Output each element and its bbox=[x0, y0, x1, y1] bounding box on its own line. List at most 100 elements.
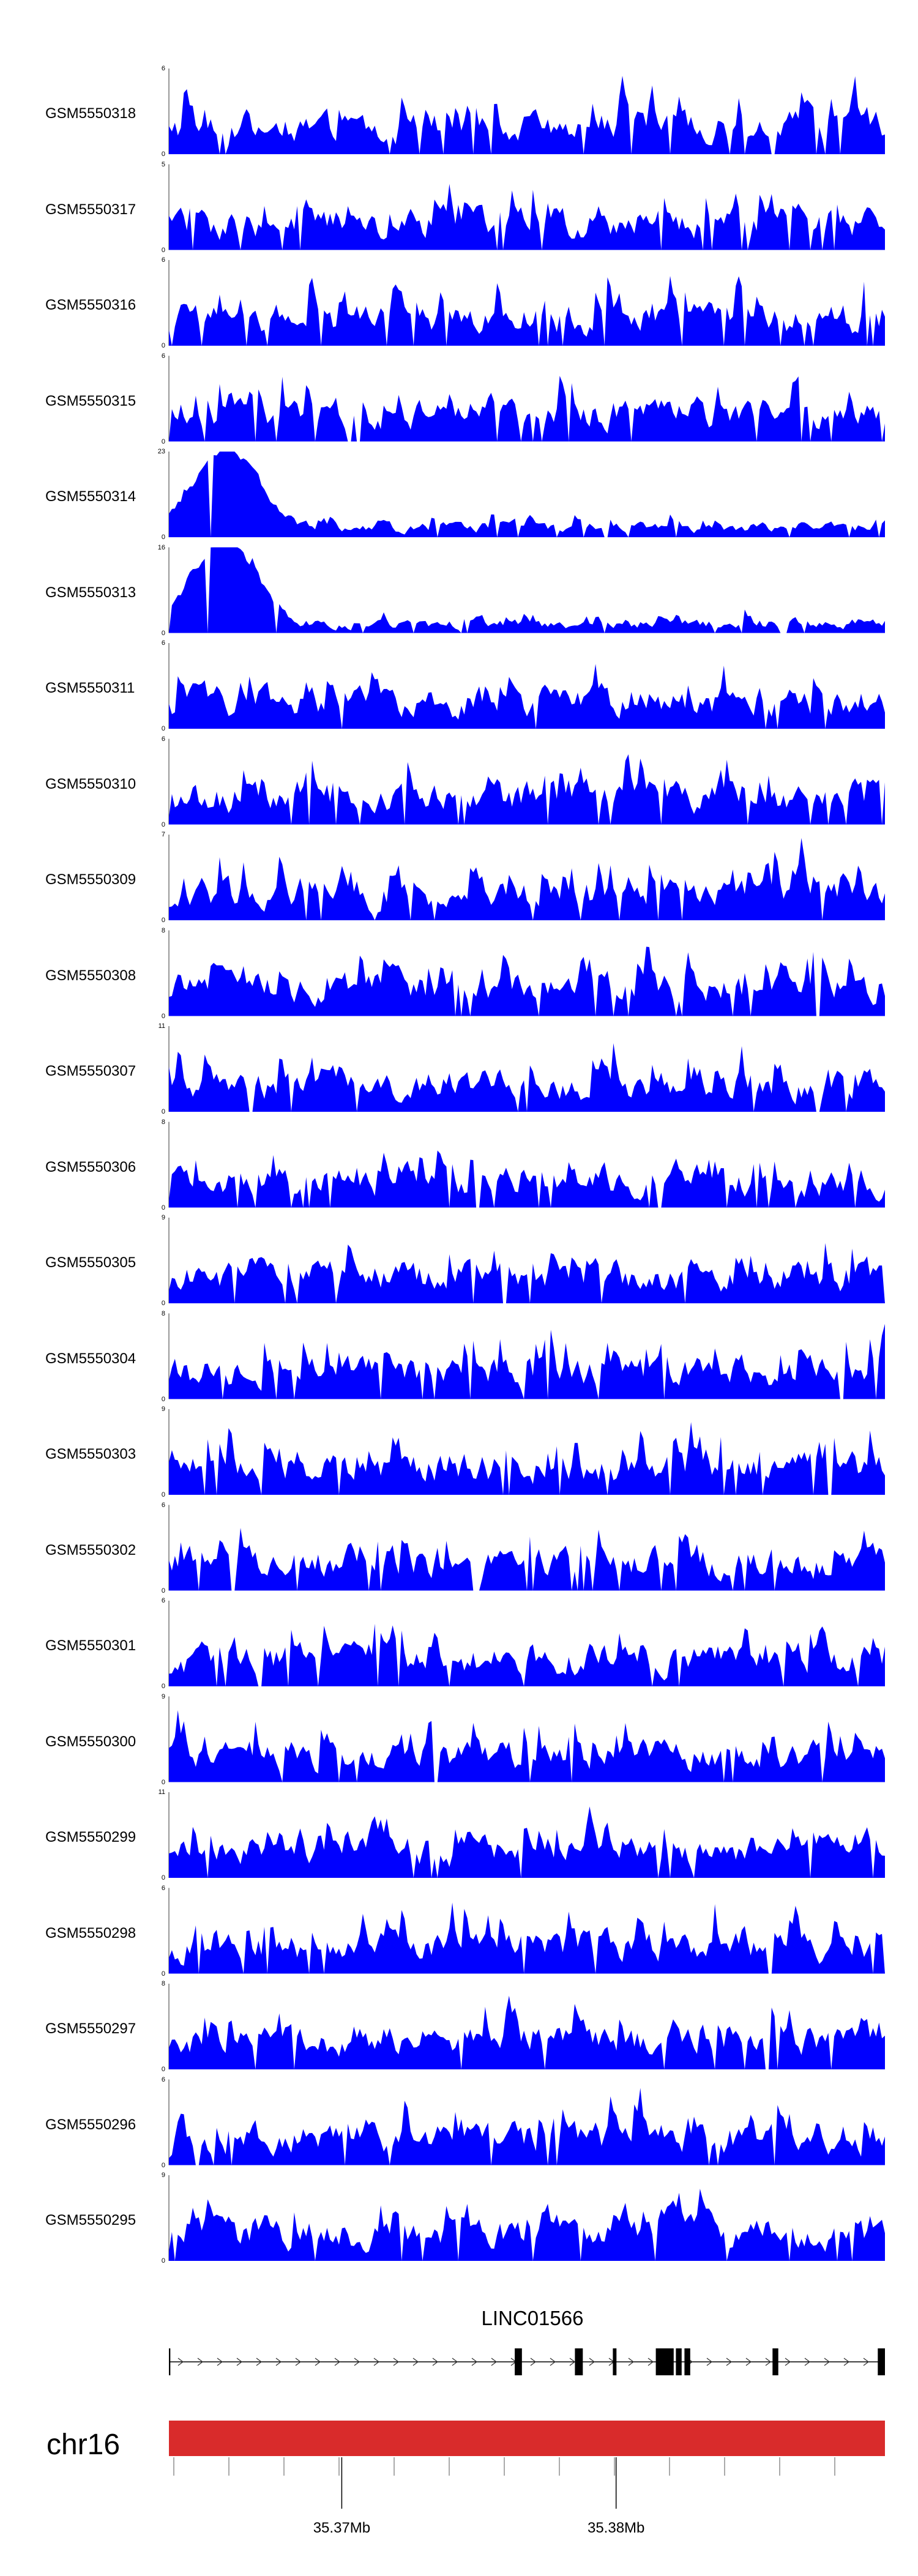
track-label: GSM5550301 bbox=[45, 1637, 136, 1655]
coverage-area bbox=[169, 1995, 885, 2069]
coverage-area bbox=[169, 75, 885, 155]
y-axis-zero-label: 0 bbox=[161, 534, 165, 541]
track-label: GSM5550305 bbox=[45, 1254, 136, 1271]
y-axis-zero-label: 0 bbox=[161, 1874, 165, 1882]
strand-arrow-icon bbox=[628, 2358, 635, 2366]
y-axis-max-label: 6 bbox=[161, 352, 165, 360]
track-label: GSM5550306 bbox=[45, 1158, 136, 1175]
coverage-area bbox=[169, 2189, 885, 2261]
track-label: GSM5550315 bbox=[45, 392, 136, 409]
chromosome-band bbox=[169, 2421, 885, 2456]
y-axis-max-label: 5 bbox=[161, 160, 165, 168]
y-axis-zero-label: 0 bbox=[161, 917, 165, 924]
track-label: GSM5550316 bbox=[45, 297, 136, 314]
y-axis-max-label: 11 bbox=[158, 1022, 165, 1030]
strand-arrow-icon bbox=[569, 2358, 576, 2366]
track-label: GSM5550317 bbox=[45, 201, 136, 218]
coverage-area bbox=[169, 2088, 885, 2165]
strand-arrow-icon bbox=[334, 2358, 341, 2366]
track-label: GSM5550310 bbox=[45, 775, 136, 792]
strand-arrow-icon bbox=[217, 2358, 223, 2366]
strand-arrow-icon bbox=[804, 2358, 811, 2366]
coverage-area bbox=[169, 1150, 885, 1208]
gene-exon bbox=[613, 2348, 617, 2375]
strand-arrow-icon bbox=[236, 2358, 243, 2366]
coverage-area bbox=[169, 1243, 885, 1303]
strand-arrow-icon bbox=[589, 2358, 595, 2366]
track-label: GSM5550311 bbox=[45, 680, 135, 697]
track-label: GSM5550297 bbox=[45, 2020, 136, 2038]
y-axis-zero-label: 0 bbox=[161, 1587, 165, 1595]
y-axis-zero-label: 0 bbox=[161, 1683, 165, 1690]
gene-exon bbox=[772, 2348, 778, 2375]
track-label: GSM5550303 bbox=[45, 1446, 136, 1463]
coverage-area bbox=[169, 1902, 885, 1974]
y-axis-max-label: 8 bbox=[161, 1309, 165, 1317]
coverage-area bbox=[169, 452, 885, 537]
y-axis-max-label: 8 bbox=[161, 1980, 165, 1987]
gene-exon bbox=[684, 2348, 690, 2375]
strand-arrow-icon bbox=[256, 2358, 263, 2366]
genomic-position-label: 35.38Mb bbox=[587, 2520, 645, 2536]
y-axis-max-label: 6 bbox=[161, 1501, 165, 1509]
y-axis-max-label: 7 bbox=[161, 831, 165, 838]
coverage-area bbox=[169, 1806, 885, 1878]
y-axis-max-label: 6 bbox=[161, 639, 165, 647]
strand-arrow-icon bbox=[726, 2358, 733, 2366]
y-axis-zero-label: 0 bbox=[161, 1970, 165, 1978]
strand-arrow-icon bbox=[412, 2358, 419, 2366]
strand-arrow-icon bbox=[863, 2358, 870, 2366]
y-axis-zero-label: 0 bbox=[161, 725, 165, 732]
coverage-area bbox=[169, 664, 885, 729]
coverage-area bbox=[169, 1422, 885, 1495]
y-axis-zero-label: 0 bbox=[161, 1395, 165, 1403]
coverage-area bbox=[169, 1528, 885, 1591]
y-axis-zero-label: 0 bbox=[161, 2257, 165, 2265]
y-axis-zero-label: 0 bbox=[161, 246, 165, 254]
y-axis-zero-label: 0 bbox=[161, 1204, 165, 1212]
track-label: GSM5550298 bbox=[45, 1924, 136, 1941]
coverage-area bbox=[169, 754, 885, 825]
y-axis-max-label: 9 bbox=[161, 1405, 165, 1413]
track-label: GSM5550314 bbox=[45, 488, 136, 505]
strand-arrow-icon bbox=[393, 2358, 400, 2366]
coverage-area bbox=[169, 1323, 885, 1399]
gene-exon bbox=[575, 2348, 583, 2375]
strand-arrow-icon bbox=[530, 2358, 537, 2366]
y-axis-zero-label: 0 bbox=[161, 1778, 165, 1786]
y-axis-zero-label: 0 bbox=[161, 1491, 165, 1498]
y-axis-max-label: 16 bbox=[157, 543, 165, 551]
gene-exon bbox=[655, 2348, 674, 2375]
coverage-area bbox=[169, 947, 885, 1016]
strand-arrow-icon bbox=[491, 2358, 498, 2366]
y-axis-max-label: 6 bbox=[161, 65, 165, 72]
strand-arrow-icon bbox=[706, 2358, 713, 2366]
strand-arrow-icon bbox=[843, 2358, 850, 2366]
y-axis-zero-label: 0 bbox=[161, 821, 165, 828]
strand-arrow-icon bbox=[197, 2358, 204, 2366]
coverage-area bbox=[169, 276, 885, 346]
gene-exon bbox=[878, 2348, 885, 2375]
strand-arrow-icon bbox=[647, 2358, 654, 2366]
strand-arrow-icon bbox=[295, 2358, 302, 2366]
strand-arrow-icon bbox=[745, 2358, 752, 2366]
track-label: GSM5550307 bbox=[45, 1063, 136, 1080]
strand-arrow-icon bbox=[177, 2358, 184, 2366]
track-label: GSM5550308 bbox=[45, 967, 136, 984]
strand-arrow-icon bbox=[354, 2358, 360, 2366]
gene-label: LINC01566 bbox=[481, 2307, 584, 2329]
track-label: GSM5550296 bbox=[45, 2116, 136, 2133]
track-label: GSM5550302 bbox=[45, 1541, 136, 1558]
y-axis-max-label: 9 bbox=[161, 2172, 165, 2179]
track-label: GSM5550313 bbox=[45, 584, 136, 601]
track-label: GSM5550299 bbox=[45, 1829, 136, 1846]
y-axis-max-label: 23 bbox=[157, 448, 165, 455]
coverage-area bbox=[169, 547, 885, 633]
strand-arrow-icon bbox=[550, 2358, 556, 2366]
y-axis-zero-label: 0 bbox=[161, 1012, 165, 1020]
coverage-area bbox=[169, 838, 885, 920]
strand-arrow-icon bbox=[432, 2358, 439, 2366]
y-axis-zero-label: 0 bbox=[161, 1108, 165, 1115]
coverage-area bbox=[169, 1623, 885, 1686]
